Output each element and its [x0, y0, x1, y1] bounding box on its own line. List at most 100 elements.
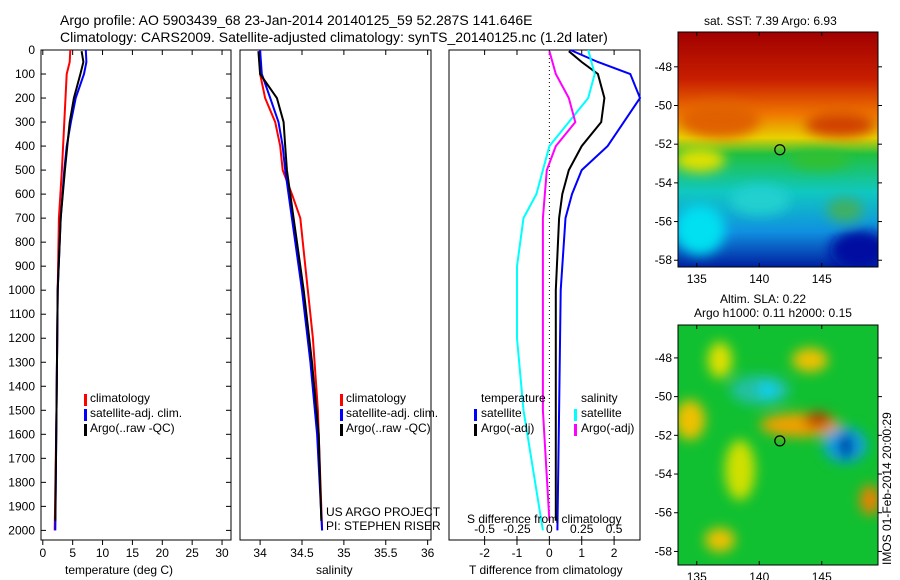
y-tick-label: 600	[15, 187, 35, 201]
x-tick-label: 20	[156, 546, 170, 560]
timestamp: IMOS 01-Feb-2014 20:00:29	[880, 412, 894, 565]
y-tick-label: -56	[655, 215, 673, 229]
x-tick-label: 35.5	[374, 546, 398, 560]
figure-title-line2: Climatology: CARS2009. Satellite-adjuste…	[60, 29, 608, 45]
x-tick-label: 135	[687, 570, 707, 580]
legend-temperature-title: temperature	[481, 391, 546, 405]
y-tick-label: 200	[15, 91, 35, 105]
legend-climatology: climatology	[346, 391, 407, 405]
y-tick-label: -56	[655, 506, 673, 520]
x-tick-label: 140	[749, 272, 769, 286]
y-tick-label: 700	[15, 211, 35, 225]
y-tick-label: 1000	[8, 283, 35, 297]
t-difference-axis-label: T difference from climatology	[469, 563, 623, 577]
y-tick-label: 1600	[8, 427, 35, 441]
x-tick-label: 2	[611, 546, 618, 560]
x-tick-label: 25	[185, 546, 199, 560]
series-line-argo-raw-qc-	[257, 51, 323, 521]
legend-t-argo: Argo(-adj)	[481, 421, 535, 435]
y-tick-label: 400	[15, 139, 35, 153]
x-tick-label: 34	[253, 546, 267, 560]
series-line-climatology	[259, 50, 324, 531]
profile-panel-difference: -2 -1 0 1 2 -0.5 -0.25 0 0.25 0.5	[448, 49, 642, 560]
legend-swatch	[84, 424, 87, 436]
legend-s-satellite: satellite	[581, 406, 622, 420]
y-tick-label: 800	[15, 235, 35, 249]
x-tick-label: 0	[39, 546, 46, 560]
x-tick-label: 34.5	[290, 546, 314, 560]
series-line-s-satellite	[516, 49, 596, 531]
y-tick-label: 1100	[9, 307, 35, 321]
s-tick-label: -0.5	[474, 522, 495, 536]
y-tick-label: 0	[28, 43, 35, 57]
legend-swatch	[474, 424, 477, 436]
legend-s-argo: Argo(-adj)	[581, 421, 635, 435]
x-tick-label: 5	[69, 546, 76, 560]
figure-title-line1: Argo profile: AO 5903439_68 23-Jan-2014 …	[60, 12, 533, 28]
profile-panel-salinity: 34 34.5 35 35.5 36	[239, 49, 435, 560]
x-tick-label: 1	[578, 546, 585, 560]
y-tick-label: 300	[15, 115, 35, 129]
legend-swatch	[84, 394, 87, 406]
plot-frame	[448, 49, 641, 541]
temperature-axis-label: temperature (deg C)	[65, 563, 174, 577]
y-tick-label: 1400	[8, 379, 35, 393]
series-line-satellite-adj-clim-	[54, 49, 88, 531]
map-sst_map: 135 140 145 -48 -50 -52 -54 -56 -58	[655, 31, 882, 286]
credit-pi: PI: STEPHEN RISER	[326, 519, 441, 533]
y-tick-label: 1700	[8, 451, 35, 465]
y-tick-label: -58	[655, 253, 673, 267]
map-sla_map: 135 140 145 -48 -50 -52 -54 -56 -58	[655, 324, 882, 580]
legend-salinity-title: salinity	[581, 391, 618, 405]
x-tick-label: 15	[126, 546, 140, 560]
legend-swatch	[474, 409, 477, 421]
map-frame	[677, 31, 879, 268]
legend-swatch	[340, 409, 343, 421]
sla-map-title-line1: Altim. SLA: 0.22	[720, 292, 807, 306]
legend-swatch	[340, 394, 343, 406]
y-tick-label: 1500	[8, 403, 35, 417]
argo-location-marker	[774, 144, 786, 156]
sst-map-title: sat. SST: 7.39 Argo: 6.93	[704, 14, 837, 28]
salinity-axis-label: salinity	[316, 563, 353, 577]
map-frame	[677, 324, 879, 566]
y-tick-label: 1300	[8, 355, 35, 369]
x-tick-label: 10	[96, 546, 110, 560]
legend-argo: Argo(..raw -QC)	[346, 421, 431, 435]
legend-swatch	[340, 424, 343, 436]
legend-swatch	[84, 409, 87, 421]
s-tick-label: 0.25	[570, 522, 594, 536]
legend-climatology: climatology	[90, 391, 151, 405]
y-tick-label: 900	[15, 259, 35, 273]
legend-t-satellite: satellite	[481, 406, 522, 420]
x-tick-label: 135	[687, 272, 707, 286]
legend-swatch	[574, 409, 577, 421]
x-tick-label: 0	[546, 546, 553, 560]
y-tick-label: -52	[655, 137, 673, 151]
s-tick-label: 0	[546, 522, 553, 536]
plot-frame	[239, 49, 432, 541]
y-tick-label: -58	[655, 544, 673, 558]
series-line-argo-raw-qc-	[54, 51, 85, 521]
y-tick-label: -54	[655, 176, 673, 190]
y-tick-label: -52	[655, 428, 673, 442]
x-tick-label: 36	[421, 546, 435, 560]
x-tick-label: -2	[479, 546, 490, 560]
legend-satellite: satellite-adj. clim.	[90, 406, 183, 420]
y-tick-label: 2000	[8, 523, 35, 537]
x-tick-label: -1	[512, 546, 523, 560]
series-line-satellite-adj-clim-	[259, 49, 324, 531]
y-tick-label: -50	[655, 98, 673, 112]
sla-map-title-line2: Argo h1000: 0.11 h2000: 0.15	[694, 306, 852, 320]
x-tick-label: 30	[215, 546, 229, 560]
series-line-t-satellite	[556, 49, 642, 531]
y-tick-label: -48	[655, 60, 673, 74]
s-tick-label: 0.5	[606, 522, 623, 536]
profile-panel-temperature: 0100200300400500600700800900100011001200…	[8, 43, 232, 560]
x-tick-label: 35	[337, 546, 351, 560]
x-tick-label: 145	[812, 272, 832, 286]
sst-map-image	[678, 32, 878, 267]
legend-satellite: satellite-adj. clim.	[346, 406, 439, 420]
y-tick-label: 1800	[8, 475, 35, 489]
